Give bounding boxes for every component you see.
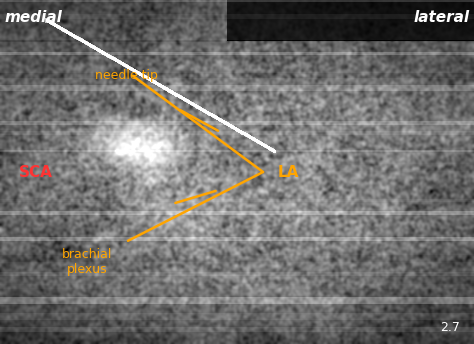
Text: brachial
plexus: brachial plexus [62,248,112,276]
Text: 2.7: 2.7 [440,321,460,334]
Text: medial: medial [5,10,63,25]
Text: SCA: SCA [19,164,53,180]
Text: LA: LA [277,164,299,180]
Text: needle tip: needle tip [95,69,158,82]
Text: lateral: lateral [413,10,469,25]
